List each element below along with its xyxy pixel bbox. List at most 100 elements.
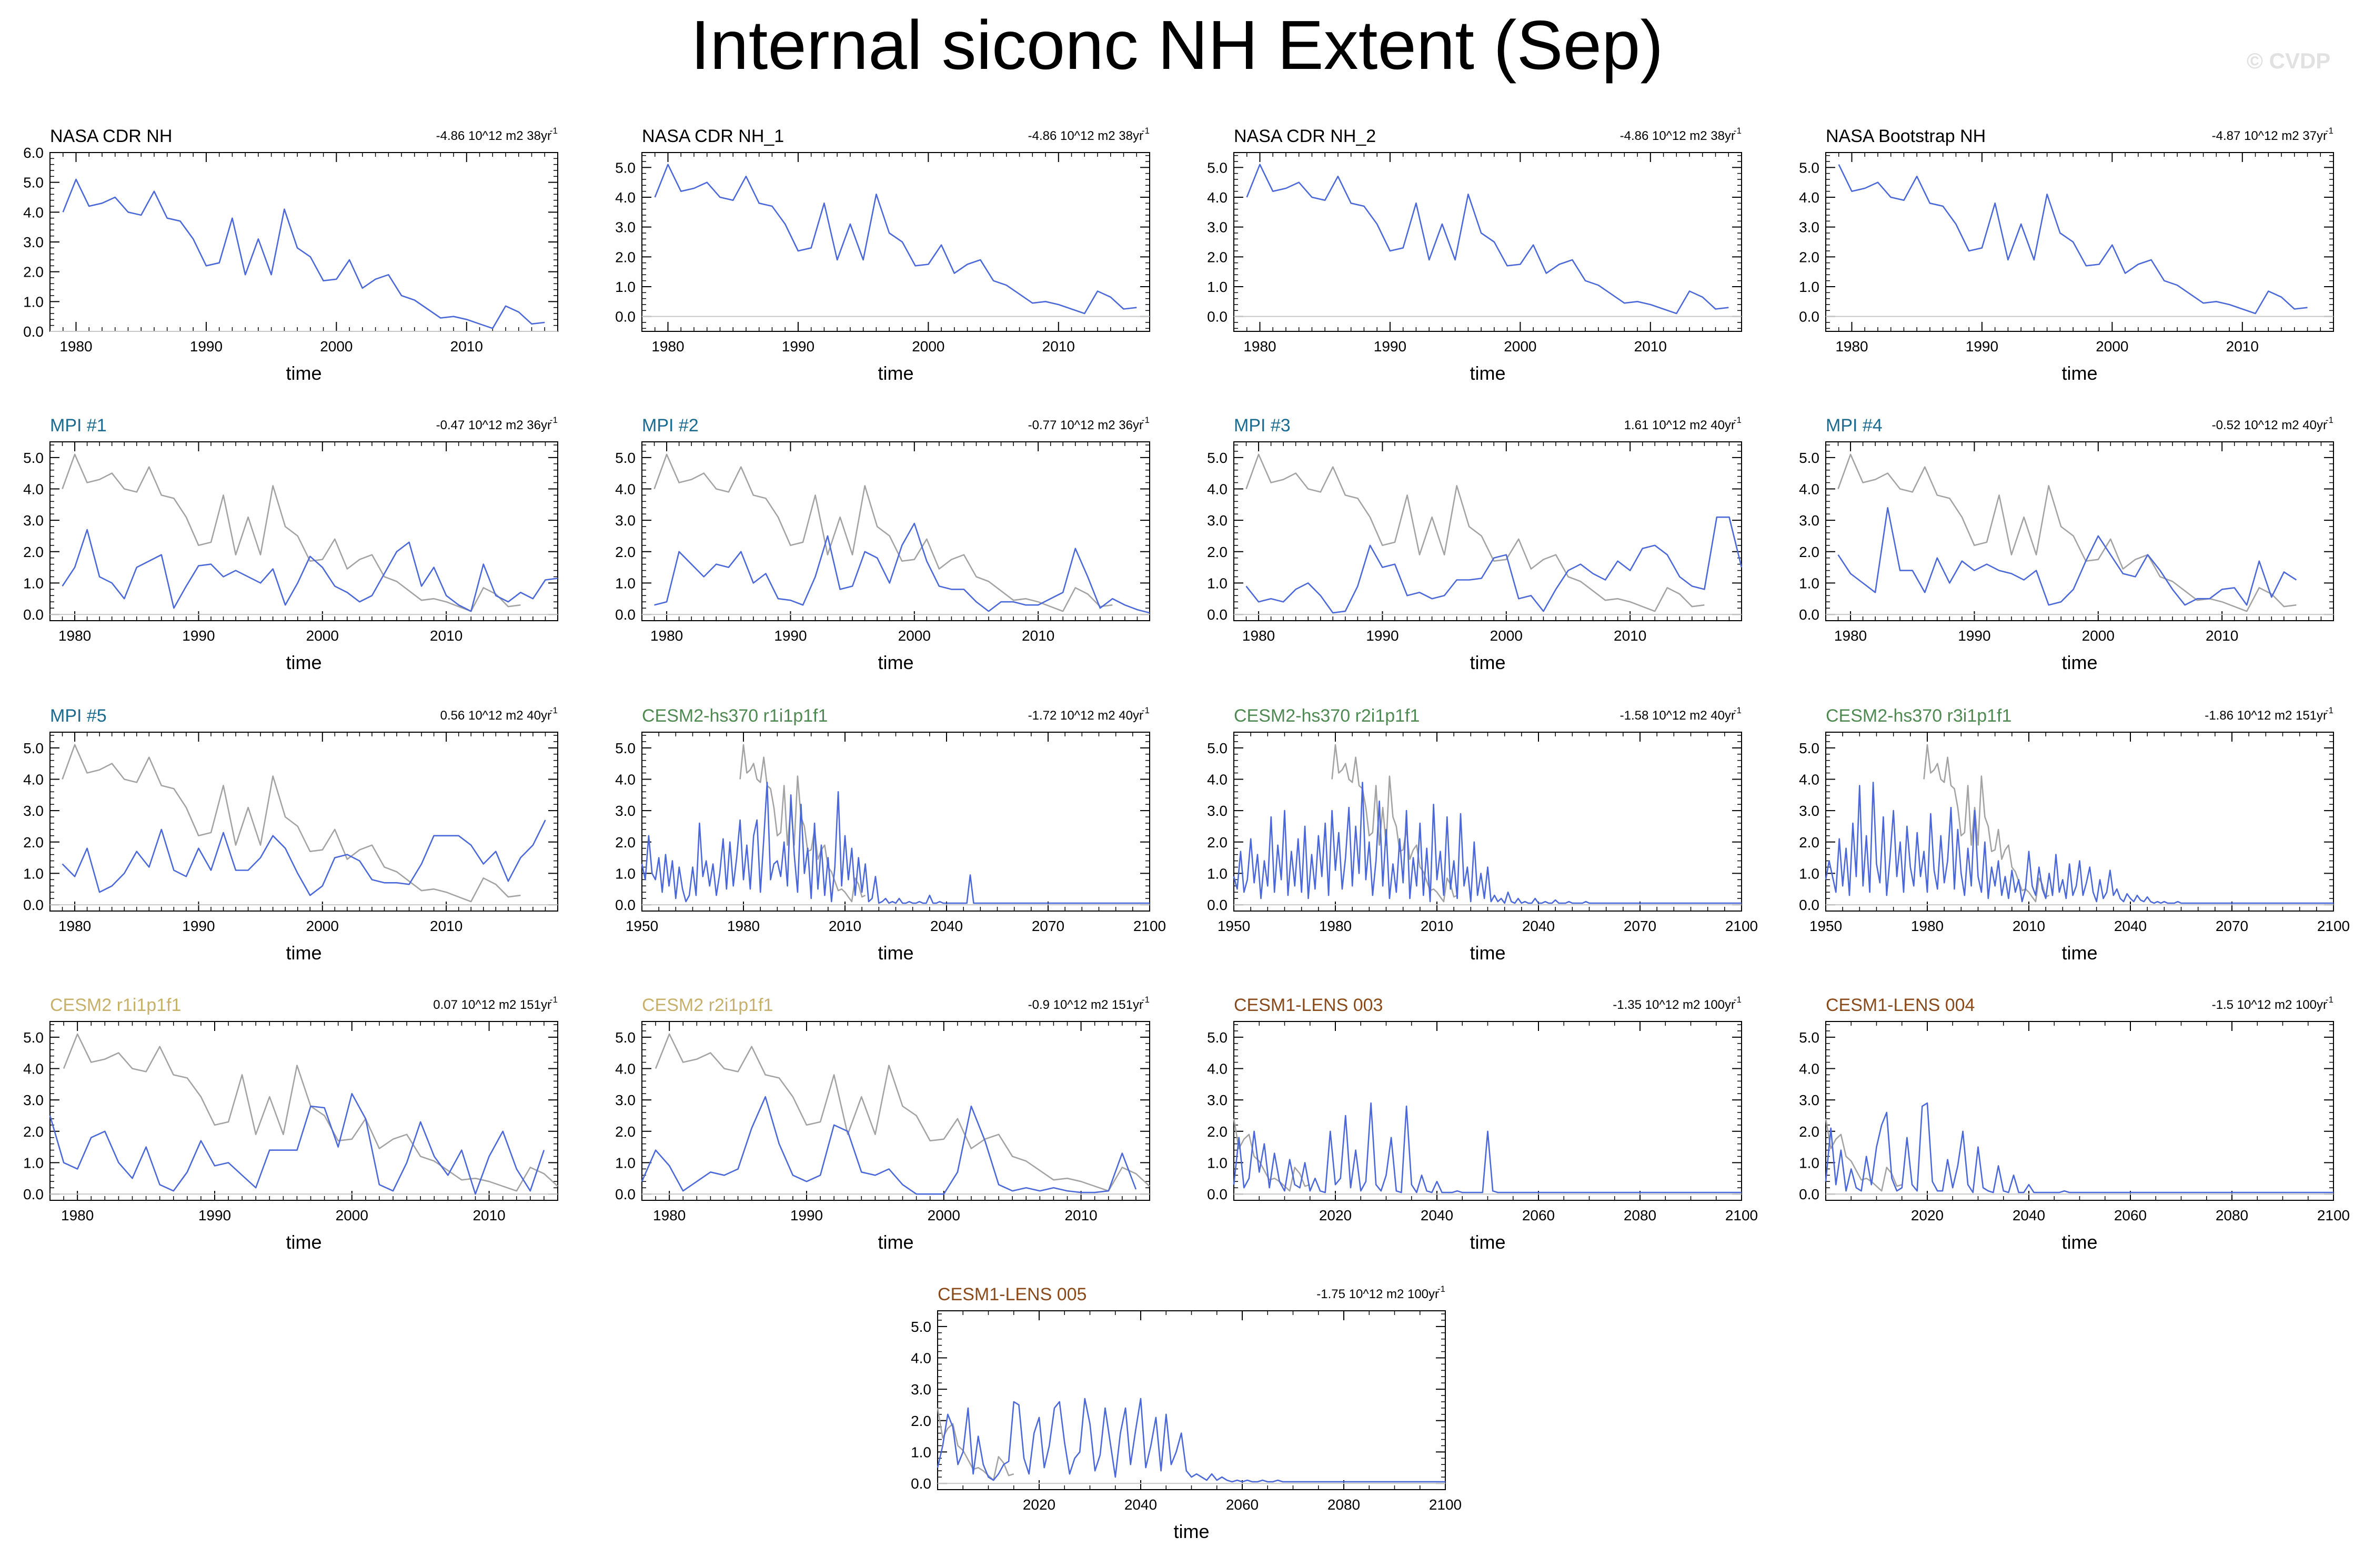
y-tick-label: 4.0	[23, 1060, 44, 1077]
x-tick-label: 2010	[1614, 628, 1646, 644]
y-tick-label: 4.0	[1799, 1060, 1819, 1077]
chart-panel-17: 2020 2040 2060 2080 2100 0.0 1.0 2.0 3.0 4.0 5.0 CE…	[911, 1284, 1462, 1542]
trend-label: -1.72 10^12 m2 40yr	[1028, 709, 1143, 723]
y-tick-label: 4.0	[615, 1060, 636, 1077]
y-tick-label: 0.0	[615, 897, 636, 913]
x-axis-label: time	[2061, 362, 2097, 384]
panel-title: CESM2-hs370 r3i1p1f1	[1826, 706, 2011, 726]
x-tick-label: 2080	[1624, 1207, 1656, 1223]
model-series-line	[62, 529, 558, 612]
x-tick-label: 2080	[2216, 1207, 2248, 1223]
reference-series-line	[1837, 453, 2297, 612]
y-tick-label: 5.0	[1207, 1029, 1228, 1046]
y-tick-label: 2.0	[1799, 834, 1819, 851]
y-tick-label: 2.0	[615, 249, 636, 265]
x-tick-label: 1980	[1319, 918, 1352, 934]
y-tick-label: 4.0	[1207, 481, 1228, 497]
trend-label: -1.58 10^12 m2 40yr	[1620, 709, 1735, 723]
y-tick-label: 1.0	[615, 279, 636, 295]
trend-label: 0.07 10^12 m2 151yr	[433, 998, 551, 1012]
y-tick-label: 5.0	[1207, 450, 1228, 466]
x-tick-label: 2000	[306, 628, 339, 644]
watermark: © CVDP	[2247, 48, 2331, 73]
model-series-line	[1837, 507, 2297, 606]
y-tick-label: 2.0	[1799, 249, 1819, 265]
x-tick-label: 2000	[898, 628, 931, 644]
y-tick-label: 3.0	[1799, 219, 1819, 236]
x-tick-label: 2010	[1064, 1207, 1097, 1223]
plot-frame	[1825, 152, 2334, 332]
trend-label-exponent: -1	[1734, 415, 1742, 425]
y-tick-label: 3.0	[615, 803, 636, 819]
x-axis-label: time	[286, 1231, 321, 1253]
trend-label: -0.9 10^12 m2 151yr	[1028, 998, 1143, 1012]
x-tick-label: 2000	[1490, 628, 1523, 644]
x-tick-label: 1990	[190, 338, 223, 355]
trend-label-exponent: -1	[2326, 705, 2333, 715]
obs-series-line	[1246, 164, 1729, 315]
x-tick-label: 2010	[450, 338, 483, 355]
x-axis-label: time	[1470, 942, 1505, 964]
x-tick-label: 2000	[2082, 628, 2115, 644]
y-tick-label: 2.0	[23, 544, 44, 560]
chart-panel-16: 2020 2040 2060 2080 2100 0.0 1.0 2.0 3.0 4.0 5.0 CE…	[1799, 995, 2350, 1253]
x-tick-label: 2040	[1124, 1496, 1157, 1513]
y-tick-label: 4.0	[615, 771, 636, 787]
trend-label-exponent: -1	[1142, 126, 1150, 136]
y-tick-label: 5.0	[615, 159, 636, 176]
y-tick-label: 4.0	[1799, 481, 1819, 497]
model-series-line	[641, 782, 1150, 904]
y-tick-label: 5.0	[1207, 159, 1228, 176]
plot-frame	[1233, 441, 1742, 621]
trend-label: 0.56 10^12 m2 40yr	[440, 709, 551, 723]
x-tick-label: 1990	[1366, 628, 1399, 644]
x-axis-label: time	[1470, 652, 1505, 673]
x-tick-label: 1980	[58, 628, 91, 644]
y-tick-label: 3.0	[23, 234, 44, 250]
y-tick-label: 1.0	[1207, 865, 1228, 882]
trend-label: -4.86 10^12 m2 38yr	[1028, 129, 1143, 143]
y-tick-label: 1.0	[1207, 575, 1228, 591]
reference-series-line	[1245, 453, 1705, 612]
trend-label: -0.47 10^12 m2 36yr	[436, 418, 551, 432]
y-tick-label: 5.0	[1799, 159, 1819, 176]
y-tick-label: 5.0	[911, 1319, 931, 1335]
y-tick-label: 0.0	[615, 309, 636, 325]
panel-title: CESM1-LENS 005	[938, 1284, 1087, 1304]
model-series-line	[641, 1096, 1137, 1195]
x-tick-label: 2100	[1725, 1207, 1758, 1223]
y-tick-label: 2.0	[1207, 249, 1228, 265]
y-tick-label: 4.0	[1207, 1060, 1228, 1077]
y-tick-label: 4.0	[1207, 189, 1228, 206]
plot-frame	[641, 152, 1150, 332]
y-tick-label: 0.0	[1207, 309, 1228, 325]
y-tick-label: 4.0	[23, 481, 44, 497]
y-tick-label: 2.0	[1207, 1124, 1228, 1140]
y-tick-label: 3.0	[1799, 803, 1819, 819]
y-tick-label: 5.0	[23, 740, 44, 756]
x-tick-label: 1980	[61, 1207, 94, 1223]
x-tick-label: 1950	[626, 918, 658, 934]
x-tick-label: 1990	[182, 628, 215, 644]
x-tick-label: 2040	[2013, 1207, 2045, 1223]
trend-label: -1.75 10^12 m2 100yr	[1316, 1287, 1439, 1301]
plot-frame	[1233, 152, 1742, 332]
y-tick-label: 1.0	[911, 1444, 931, 1460]
trend-label-exponent: -1	[1734, 995, 1742, 1005]
reference-series-line	[937, 1408, 1014, 1481]
x-tick-label: 2100	[1133, 918, 1166, 934]
trend-label: -4.86 10^12 m2 38yr	[436, 129, 551, 143]
model-series-line	[1825, 1102, 2333, 1193]
panel-title: NASA CDR NH	[50, 126, 172, 146]
trend-label: -0.52 10^12 m2 40yr	[2212, 418, 2327, 432]
y-tick-label: 5.0	[1207, 740, 1228, 756]
reference-series-line	[1331, 744, 1458, 903]
y-tick-label: 1.0	[1207, 279, 1228, 295]
x-tick-label: 2000	[306, 918, 339, 934]
y-tick-label: 4.0	[1799, 771, 1819, 787]
plot-frame	[1825, 441, 2334, 621]
model-series-line	[1245, 516, 1743, 614]
y-tick-label: 3.0	[1207, 1092, 1228, 1108]
x-tick-label: 2100	[1429, 1496, 1462, 1513]
y-tick-label: 2.0	[1799, 544, 1819, 560]
